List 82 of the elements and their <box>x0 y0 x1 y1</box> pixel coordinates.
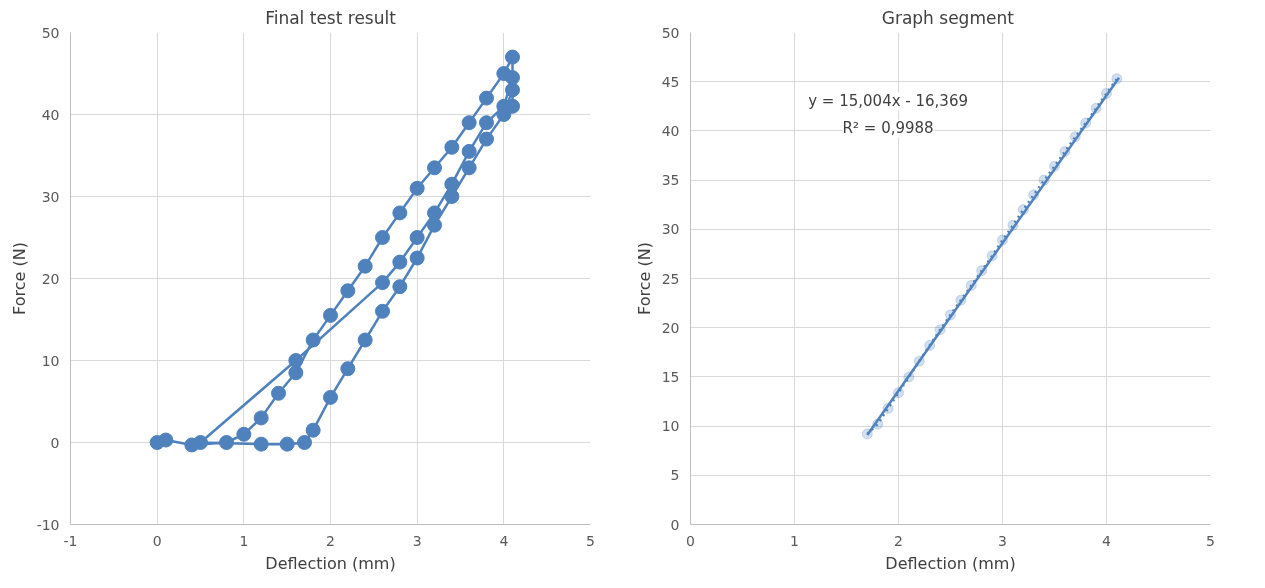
point <box>271 385 286 401</box>
y-tick-label: 15 <box>661 368 680 385</box>
annotation: y = 15,004x - 16,369 <box>808 92 968 111</box>
point <box>340 283 356 299</box>
y-tick-label: 25 <box>661 270 680 287</box>
point <box>253 436 269 452</box>
x-tick-label: 5 <box>1206 532 1215 549</box>
point <box>461 160 477 176</box>
chart-title: Final test result <box>265 7 397 28</box>
x-tick-label: 2 <box>326 532 335 549</box>
point <box>193 435 208 450</box>
point <box>427 217 442 233</box>
point <box>297 435 312 450</box>
y-tick-label: 40 <box>41 106 60 123</box>
point <box>505 82 520 98</box>
y-axis-title: Force (N) <box>9 242 29 315</box>
y-tick-label: 0 <box>50 434 60 451</box>
point <box>236 426 252 442</box>
y-axis-title: Force (N) <box>634 242 654 315</box>
point <box>323 307 338 323</box>
y-tick-label: 0 <box>670 516 680 533</box>
point <box>479 115 494 131</box>
point <box>444 176 460 192</box>
point <box>479 131 494 147</box>
point <box>461 143 477 159</box>
x-tick-label: 4 <box>1102 532 1112 549</box>
y-tick-label: 5 <box>670 467 680 484</box>
y-tick-label: 40 <box>661 122 680 139</box>
point <box>305 422 321 438</box>
chart-title: Graph segment <box>881 7 1015 28</box>
point <box>392 254 408 270</box>
point <box>392 205 408 221</box>
x-tick-label: 2 <box>894 532 903 549</box>
y-tick-label: 50 <box>661 24 680 41</box>
point <box>375 303 390 319</box>
point <box>357 258 373 274</box>
x-tick-label: 5 <box>586 532 595 549</box>
x-tick-label: -1 <box>63 532 78 549</box>
point <box>375 230 390 245</box>
x-tick-label: 1 <box>790 532 799 549</box>
y-tick-label: 20 <box>661 319 680 336</box>
point <box>253 410 269 426</box>
y-tick-label: 45 <box>661 73 680 90</box>
annotation: R² = 0,9988 <box>842 119 934 138</box>
point <box>409 180 425 196</box>
y-tick-label: -10 <box>36 516 60 533</box>
y-tick-label: 30 <box>41 188 60 205</box>
point <box>323 389 338 405</box>
point <box>288 365 304 381</box>
point <box>392 279 408 295</box>
point <box>158 432 174 448</box>
point <box>444 139 460 155</box>
point <box>427 205 442 221</box>
y-tick-label: 50 <box>41 24 60 41</box>
x-tick-label: 3 <box>998 532 1007 549</box>
point <box>288 353 304 368</box>
point <box>357 332 373 348</box>
y-tick-label: 30 <box>661 221 680 238</box>
point <box>444 189 460 204</box>
point <box>505 49 520 65</box>
point <box>409 250 425 266</box>
x-tick-label: 0 <box>152 532 162 549</box>
x-axis-title: Deflection (mm) <box>265 553 396 573</box>
point <box>219 435 234 450</box>
x-tick-label: 0 <box>686 532 695 549</box>
y-tick-label: 20 <box>41 270 60 287</box>
point <box>461 115 477 131</box>
x-axis-title: Deflection (mm) <box>885 553 1016 573</box>
y-tick-label: 10 <box>41 352 60 369</box>
point <box>409 230 425 245</box>
point <box>479 90 494 106</box>
point <box>427 160 442 176</box>
point <box>505 70 520 86</box>
y-tick-label: 35 <box>661 172 680 189</box>
y-tick-label: 10 <box>661 418 680 435</box>
point <box>305 332 321 348</box>
x-tick-label: 1 <box>239 532 249 549</box>
x-tick-label: 3 <box>412 532 422 549</box>
point <box>279 436 295 452</box>
point <box>375 275 390 291</box>
x-tick-label: 4 <box>499 532 509 549</box>
point <box>340 361 356 377</box>
